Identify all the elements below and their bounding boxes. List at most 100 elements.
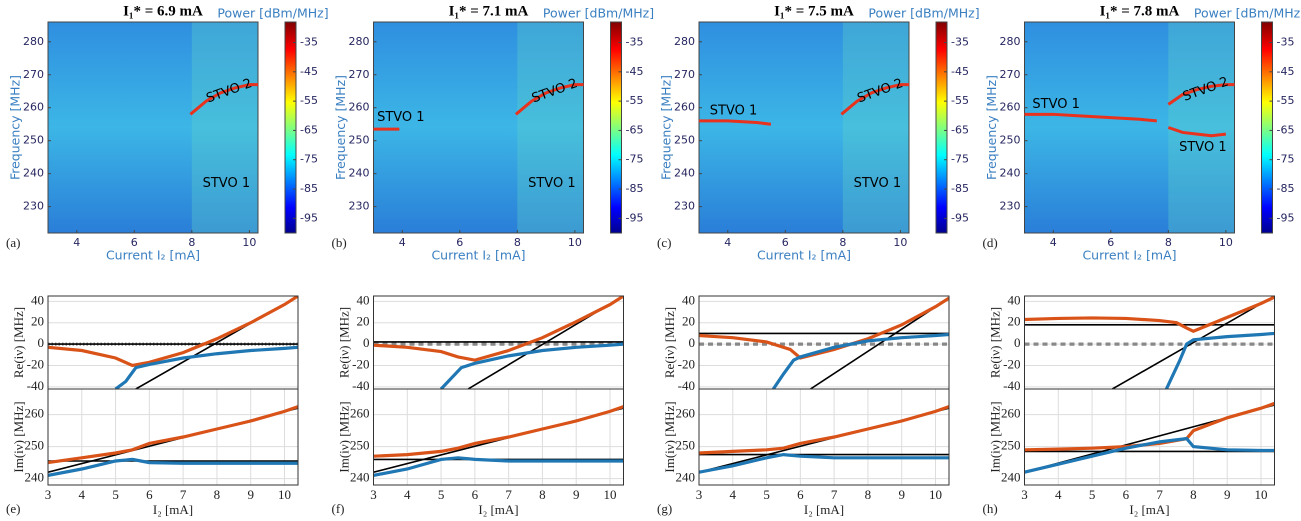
plot-frame (1024, 388, 1275, 486)
y-tick-label: 280 (1000, 35, 1021, 48)
panel-label: (h) (983, 501, 998, 516)
y-tick-label: 270 (349, 68, 370, 81)
y-tick-label: 40 (1008, 292, 1021, 307)
y-tick-label: 260 (1000, 101, 1021, 114)
colorbar-tick-label: -45 (1277, 65, 1295, 78)
plot-clip (1024, 296, 1275, 389)
colorbar-tick-label: -35 (626, 36, 644, 49)
x-tick-label: 4 (724, 236, 731, 249)
panel-label: (e) (6, 501, 20, 516)
y-tick-label: 280 (23, 35, 44, 48)
plot-area (699, 296, 949, 389)
trace (189, 83, 258, 116)
x-tick-label: 3 (45, 487, 52, 502)
panel-title: I₁* = 6.9 mA (123, 3, 203, 19)
y-tick-label: 250 (1001, 438, 1021, 453)
y-tick-label: 240 (1000, 167, 1021, 180)
x-tick-label: 5 (763, 487, 770, 502)
annotation: STVO 1 (528, 176, 576, 191)
x-axis-label: Current I₂ [mA] (106, 248, 200, 263)
heatmap-background (699, 22, 909, 233)
y-tick-label: 270 (1000, 68, 1021, 81)
x-axis-label: I₂ [mA] (804, 502, 844, 517)
curve (699, 405, 949, 455)
plot-frame (698, 21, 910, 234)
x-tick-label: 6 (146, 487, 153, 502)
colorbar (935, 21, 948, 234)
y-tick-label: 260 (1001, 406, 1021, 421)
y-tick-label: -20 (678, 356, 695, 371)
heatmap-background (1024, 22, 1235, 233)
curve (1024, 436, 1275, 474)
y-tick-label: 280 (674, 35, 695, 48)
curve (48, 457, 298, 477)
curve (48, 405, 298, 465)
y-tick-label: -40 (27, 378, 44, 393)
annotation: STVO 1 (203, 176, 251, 191)
x-tick-label: 6 (472, 487, 479, 502)
y-tick-label: 230 (349, 200, 370, 213)
heatmap-band (517, 22, 584, 233)
x-tick-label: 9 (247, 487, 254, 502)
y-tick-label: 250 (23, 134, 44, 147)
x-tick-label: 6 (131, 236, 138, 249)
x-tick-label: 5 (112, 487, 119, 502)
x-tick-label: 10 (242, 236, 256, 249)
x-tick-label: 8 (1190, 487, 1197, 502)
trace (1167, 126, 1227, 138)
plot-clip (1024, 401, 1275, 474)
colorbar-tick-label: -55 (951, 94, 969, 107)
y-tick-label: 250 (350, 438, 370, 453)
colorbar-tick-label: -75 (300, 153, 318, 166)
curve (439, 342, 624, 389)
trace (1024, 112, 1157, 123)
y-tick-label: 250 (676, 438, 696, 453)
y-tick-label: 240 (349, 167, 370, 180)
x-tick-label: 7 (831, 487, 838, 502)
plot-clip (373, 405, 624, 477)
y-tick-label: 260 (25, 406, 45, 421)
x-axis-label: I₂ [mA] (478, 502, 518, 517)
x-tick-label: 7 (505, 487, 512, 502)
y-tick-label: 250 (1000, 134, 1021, 147)
y-tick-label: -20 (27, 356, 44, 371)
x-tick-label: 8 (188, 236, 195, 249)
x-tick-label: 10 (929, 487, 942, 502)
x-tick-label: 6 (456, 236, 463, 249)
y-tick-label: 20 (357, 314, 370, 329)
y-tick-label: 270 (23, 68, 44, 81)
panel-label: (f) (332, 501, 345, 516)
colorbar-tick-label: -75 (1277, 153, 1295, 166)
colorbar-tick-label: -35 (951, 36, 969, 49)
y-tick-label: 240 (1001, 470, 1021, 485)
x-tick-label: 10 (568, 236, 582, 249)
plot-frame (373, 388, 624, 486)
plot-area (699, 389, 949, 485)
y-axis-label: Im(iν) [MHz] (987, 401, 1002, 472)
colorbar (610, 21, 622, 234)
curve (48, 296, 298, 368)
y-tick-label: 260 (23, 101, 44, 114)
y-tick-label: 240 (350, 470, 370, 485)
x-tick-label: 6 (1107, 236, 1114, 249)
y-tick-label: 260 (674, 101, 695, 114)
colorbar-tick-label: -65 (1277, 123, 1295, 136)
curve (373, 405, 624, 458)
y-tick-label: 0 (363, 335, 370, 350)
curve (1111, 296, 1275, 389)
colorbar-tick-label: -85 (626, 182, 644, 195)
y-tick-label: 40 (682, 292, 695, 307)
colorbar-tick-label: -45 (626, 65, 644, 78)
x-axis-label: Current I₂ [mA] (1082, 248, 1176, 263)
y-axis-label: Re(iν) [MHz] (11, 307, 26, 378)
trace (699, 119, 772, 126)
colorbar-tick-label: -55 (626, 94, 644, 107)
x-tick-label: 3 (370, 487, 377, 502)
plot-area (1024, 389, 1275, 485)
annotation: STVO 1 (1179, 140, 1227, 155)
colorbar-label: Power [dBm/MHz] (1194, 6, 1301, 21)
x-tick-label: 8 (514, 236, 521, 249)
x-tick-label: 4 (404, 487, 411, 502)
y-axis-label: Re(iν) [MHz] (336, 307, 351, 378)
x-tick-label: 9 (1224, 487, 1231, 502)
